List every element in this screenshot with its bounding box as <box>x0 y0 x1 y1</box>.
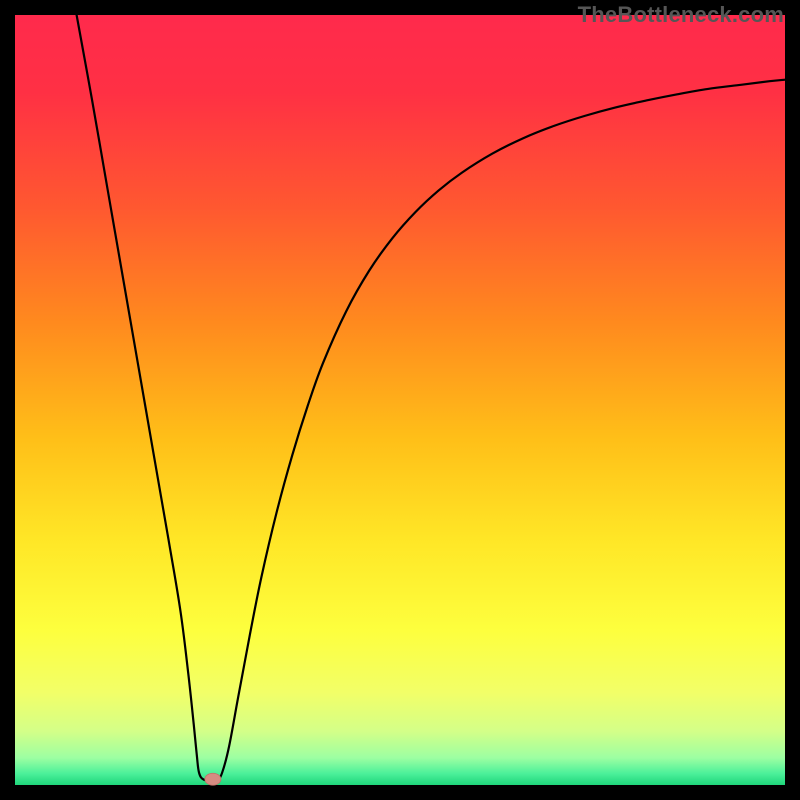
optimal-point-marker <box>205 773 221 785</box>
bottleneck-chart <box>0 0 800 800</box>
watermark-text: TheBottleneck.com <box>578 2 784 28</box>
gradient-background <box>15 15 785 785</box>
